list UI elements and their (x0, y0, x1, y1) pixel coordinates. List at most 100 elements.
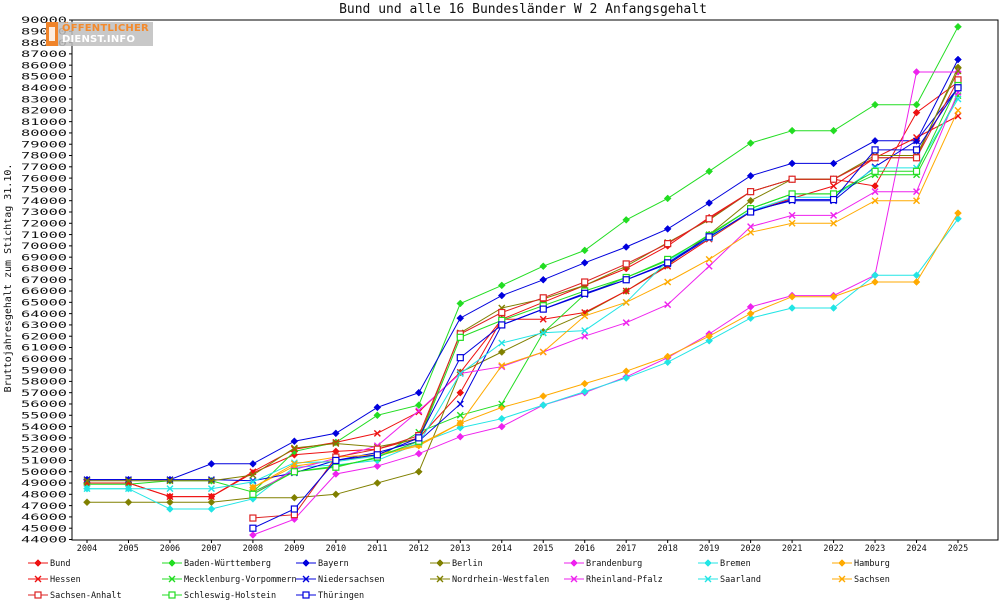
x-tick-label: 2021 (782, 544, 802, 554)
y-tick-label: 64000 (21, 310, 67, 320)
point-sachsen-anhalt-2020 (747, 188, 755, 196)
x-tick-label: 2004 (77, 544, 97, 554)
point-bayern-2020 (746, 171, 755, 180)
y-tick-label: 47000 (21, 502, 67, 512)
x-tick-label: 2007 (201, 544, 221, 554)
point-brandenburg-2011 (373, 462, 382, 470)
legend: Bund Baden-Württemberg Bayern Berlin Branden… (28, 559, 890, 600)
series-line-saarland (87, 98, 959, 490)
legend-marker (168, 575, 176, 583)
point-berlin-2014 (497, 348, 506, 356)
point-niedersachsen-2024 (913, 137, 921, 145)
point-bayern-2019 (705, 199, 713, 207)
x-tick-label: 2019 (699, 544, 719, 554)
x-tick-label: 2018 (657, 544, 677, 554)
point-thueringen-2022 (829, 195, 838, 204)
point-rheinland-pfalz-2024 (913, 188, 921, 196)
point-rheinland-pfalz-2021 (788, 211, 796, 219)
legend-item-thueringen: Thüringen (296, 591, 364, 600)
y-tick-label: 87000 (21, 50, 67, 60)
point-schleswig-holstein-2013 (456, 333, 464, 341)
point-bremen-2020 (746, 314, 755, 323)
legend-label: Nordrhein-Westfalen (452, 575, 549, 585)
y-tick-label: 51000 (21, 457, 67, 467)
y-tick-label: 57000 (21, 389, 67, 399)
x-tick-label: 2011 (367, 544, 387, 554)
y-tick-label: 77000 (21, 163, 67, 173)
y-tick-label: 67000 (21, 276, 67, 286)
point-thueringen-2009 (290, 505, 298, 513)
point-bayern-2021 (788, 159, 796, 168)
x-tick-label: 2023 (865, 544, 885, 554)
point-niedersachsen-2005 (124, 476, 132, 484)
point-niedersachsen-2007 (207, 476, 215, 484)
legend-marker (570, 559, 578, 567)
point-baden-wuerttemberg-2014 (497, 281, 506, 290)
legend-label: Thüringen (318, 591, 364, 600)
point-thueringen-2019 (705, 233, 713, 241)
point-bremen-2017 (622, 374, 631, 382)
point-sachsen-anhalt-2024 (912, 154, 921, 162)
point-bremen-2019 (705, 336, 713, 345)
y-tick-label: 86000 (21, 61, 67, 71)
point-baden-wuerttemberg-2016 (580, 246, 589, 255)
point-saarland-2004 (83, 485, 91, 493)
point-hessen-2009 (290, 445, 298, 453)
x-tick-label: 2006 (160, 544, 180, 554)
point-thueringen-2012 (415, 434, 423, 442)
point-bayern-2015 (539, 275, 548, 284)
legend-marker (302, 559, 310, 567)
point-bayern-2014 (497, 291, 506, 300)
point-sachsen-2019 (705, 255, 713, 263)
point-hamburg-2022 (829, 292, 838, 301)
point-brandenburg-2012 (414, 449, 423, 458)
point-bremen-2016 (580, 387, 589, 396)
point-baden-wuerttemberg-2015 (539, 262, 548, 271)
point-nordrhein-westfalen-2006 (166, 477, 174, 485)
point-sachsen-anhalt-2023 (871, 154, 879, 162)
point-berlin-2004 (83, 498, 91, 507)
point-baden-wuerttemberg-2019 (705, 167, 713, 176)
point-brandenburg-2014 (497, 422, 506, 431)
point-hamburg-2017 (622, 367, 631, 376)
y-tick-label: 72000 (21, 219, 67, 229)
point-rheinland-pfalz-2012 (415, 407, 423, 415)
y-tick-label: 84000 (21, 84, 67, 94)
y-tick-label: 59000 (21, 366, 67, 376)
logo-text: ÖFFENTLICHER DIENST.INFO (62, 23, 149, 45)
legend-marker (302, 575, 310, 583)
y-tick-label: 52000 (21, 445, 67, 455)
point-berlin-2020 (746, 196, 755, 205)
point-bayern-2011 (373, 403, 382, 412)
x-tick-label: 2025 (948, 544, 968, 554)
point-sachsen-anhalt-2017 (622, 260, 630, 268)
y-tick-label: 61000 (21, 344, 67, 354)
point-baden-wuerttemberg-2018 (663, 194, 672, 203)
series-line-schleswig-holstein (252, 85, 959, 495)
point-bremen-2021 (788, 304, 796, 312)
point-sachsen-2024 (913, 197, 921, 205)
series-thueringen (249, 84, 962, 532)
legend-label: Mecklenburg-Vorpommern (184, 575, 297, 585)
point-baden-wuerttemberg-2017 (622, 216, 631, 224)
point-mecklenburg-vorpommern-2014 (498, 400, 506, 408)
legend-label: Bayern (318, 559, 349, 569)
y-tick-label: 62000 (21, 332, 67, 342)
y-tick-label: 74000 (21, 197, 67, 207)
legend-marker (34, 591, 42, 599)
x-tick-label: 2014 (492, 544, 512, 554)
point-hessen-2015 (539, 315, 547, 323)
legend-marker (34, 575, 42, 583)
series-sachsen (249, 106, 962, 492)
point-sachsen-anhalt-2019 (705, 215, 713, 223)
point-brandenburg-2013 (456, 432, 465, 441)
legend-marker (436, 575, 444, 583)
legend-marker (168, 559, 176, 567)
legend-label: Sachsen (854, 575, 890, 585)
point-brandenburg-2010 (332, 470, 340, 478)
y-tick-label: 75000 (21, 186, 67, 196)
series-line-bayern (87, 59, 959, 481)
point-bremen-2006 (166, 505, 174, 513)
logo-line-2: DIENST.INFO (62, 34, 136, 45)
